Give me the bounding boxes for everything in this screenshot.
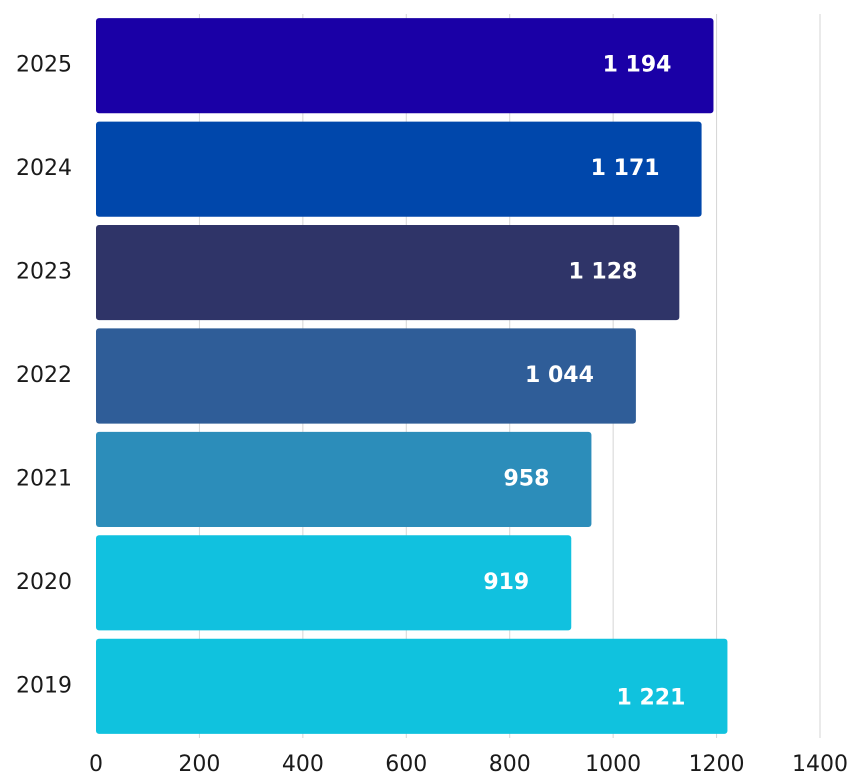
value-label-2020: 919: [483, 570, 529, 595]
x-tick-label-1200: 1200: [689, 752, 745, 777]
category-label-2025: 2025: [16, 53, 72, 78]
value-label-2019: 1 221: [617, 685, 686, 710]
category-label-2024: 2024: [16, 156, 72, 181]
bar-2021: [96, 431, 592, 528]
category-label-2023: 2023: [16, 260, 72, 285]
category-label-2022: 2022: [16, 363, 72, 388]
bar-2019: [96, 638, 728, 734]
x-tick-label-400: 400: [282, 752, 324, 777]
category-label-2019: 2019: [16, 673, 72, 698]
value-label-2024: 1 171: [591, 156, 660, 181]
bar-2025: [96, 18, 714, 114]
x-tick-label-0: 0: [89, 752, 103, 777]
x-tick-label-800: 800: [489, 752, 531, 777]
x-tick-label-600: 600: [385, 752, 427, 777]
x-tick-label-1400: 1400: [792, 752, 848, 777]
category-labels: 2025 2024 2023 2022 2021 2020 2019: [16, 53, 72, 699]
bars: [96, 18, 728, 734]
bar-2020: [96, 535, 572, 631]
value-label-2025: 1 194: [603, 53, 672, 78]
bar-2024: [96, 121, 702, 217]
x-tick-label-1000: 1000: [585, 752, 641, 777]
category-label-2020: 2020: [16, 570, 72, 595]
x-tick-label-200: 200: [178, 752, 220, 777]
bar-2022: [96, 328, 636, 424]
category-label-2021: 2021: [16, 466, 72, 491]
value-labels: 1 194 1 171 1 128 1 044 958 919 1 221: [483, 53, 685, 711]
value-label-2021: 958: [503, 466, 549, 491]
value-label-2022: 1 044: [525, 363, 594, 388]
value-label-2023: 1 128: [568, 260, 637, 285]
bar-2023: [96, 224, 680, 321]
x-axis-tick-labels: 0 200 400 600 800 1000 1200 1400: [89, 752, 848, 777]
